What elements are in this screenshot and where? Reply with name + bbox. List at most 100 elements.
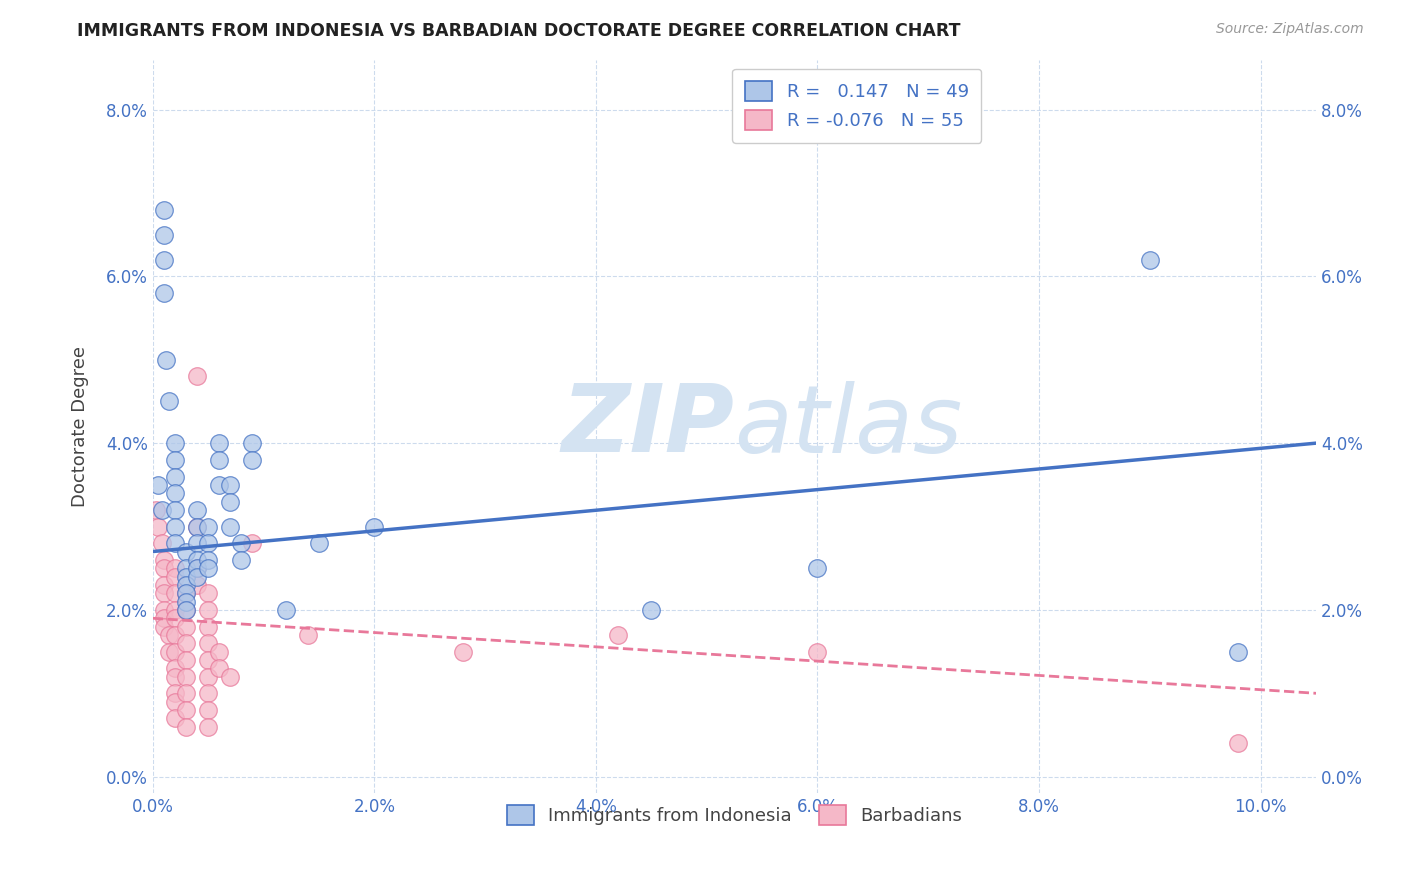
Point	[197, 670, 219, 684]
Point	[197, 586, 219, 600]
Point	[153, 586, 176, 600]
Point	[153, 561, 176, 575]
Point	[297, 628, 319, 642]
Point	[231, 553, 253, 567]
Point	[163, 603, 186, 617]
Point	[163, 561, 186, 575]
Point	[197, 536, 219, 550]
Point	[163, 586, 186, 600]
Point	[208, 661, 231, 675]
Point	[163, 469, 186, 483]
Point	[208, 453, 231, 467]
Point	[186, 561, 208, 575]
Point	[197, 603, 219, 617]
Point	[163, 695, 186, 709]
Text: Source: ZipAtlas.com: Source: ZipAtlas.com	[1216, 22, 1364, 37]
Point	[150, 536, 173, 550]
Point	[174, 603, 197, 617]
Point	[186, 553, 208, 567]
Point	[163, 436, 186, 450]
Point	[174, 619, 197, 633]
Point	[157, 394, 180, 409]
Point	[153, 611, 176, 625]
Point	[148, 478, 170, 492]
Point	[197, 653, 219, 667]
Point	[155, 352, 177, 367]
Point	[153, 553, 176, 567]
Text: atlas: atlas	[734, 381, 963, 472]
Point	[231, 536, 253, 550]
Y-axis label: Doctorate Degree: Doctorate Degree	[72, 346, 89, 507]
Point	[1227, 736, 1250, 750]
Point	[197, 561, 219, 575]
Text: ZIP: ZIP	[561, 381, 734, 473]
Point	[219, 670, 242, 684]
Point	[197, 519, 219, 533]
Point	[208, 436, 231, 450]
Point	[174, 594, 197, 608]
Point	[174, 586, 197, 600]
Point	[219, 478, 242, 492]
Point	[174, 686, 197, 700]
Point	[153, 619, 176, 633]
Point	[174, 586, 197, 600]
Point	[153, 202, 176, 217]
Point	[153, 578, 176, 592]
Point	[174, 670, 197, 684]
Point	[145, 503, 167, 517]
Legend: Immigrants from Indonesia, Barbadians: Immigrants from Indonesia, Barbadians	[496, 794, 973, 836]
Point	[163, 611, 186, 625]
Point	[163, 711, 186, 725]
Point	[163, 661, 186, 675]
Point	[197, 686, 219, 700]
Point	[186, 578, 208, 592]
Point	[174, 603, 197, 617]
Point	[148, 519, 170, 533]
Point	[186, 561, 208, 575]
Point	[174, 720, 197, 734]
Point	[274, 603, 297, 617]
Point	[219, 494, 242, 508]
Point	[186, 369, 208, 384]
Point	[607, 628, 630, 642]
Point	[163, 503, 186, 517]
Point	[242, 536, 264, 550]
Point	[150, 503, 173, 517]
Point	[197, 553, 219, 567]
Point	[174, 544, 197, 558]
Point	[163, 644, 186, 658]
Point	[153, 603, 176, 617]
Point	[242, 453, 264, 467]
Point	[363, 519, 385, 533]
Point	[186, 519, 208, 533]
Point	[163, 519, 186, 533]
Point	[806, 561, 828, 575]
Text: IMMIGRANTS FROM INDONESIA VS BARBADIAN DOCTORATE DEGREE CORRELATION CHART: IMMIGRANTS FROM INDONESIA VS BARBADIAN D…	[77, 22, 960, 40]
Point	[197, 720, 219, 734]
Point	[174, 561, 197, 575]
Point	[208, 644, 231, 658]
Point	[219, 519, 242, 533]
Point	[186, 519, 208, 533]
Point	[197, 619, 219, 633]
Point	[242, 436, 264, 450]
Point	[163, 453, 186, 467]
Point	[157, 628, 180, 642]
Point	[163, 486, 186, 500]
Point	[640, 603, 662, 617]
Point	[163, 536, 186, 550]
Point	[153, 252, 176, 267]
Point	[163, 628, 186, 642]
Point	[186, 503, 208, 517]
Point	[1139, 252, 1161, 267]
Point	[197, 636, 219, 650]
Point	[153, 286, 176, 301]
Point	[174, 703, 197, 717]
Point	[163, 686, 186, 700]
Point	[174, 636, 197, 650]
Point	[806, 644, 828, 658]
Point	[163, 569, 186, 583]
Point	[208, 478, 231, 492]
Point	[186, 536, 208, 550]
Point	[197, 703, 219, 717]
